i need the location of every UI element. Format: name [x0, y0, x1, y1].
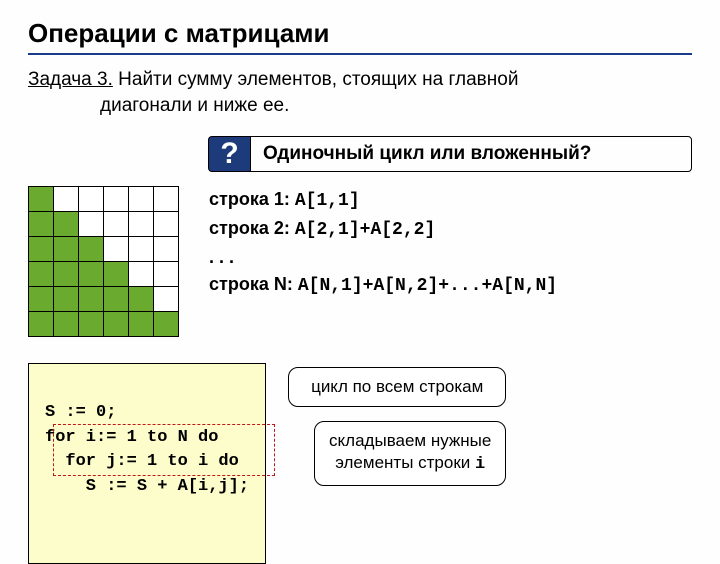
- callout-inner-code: i: [475, 455, 485, 474]
- title-rule: [28, 53, 692, 55]
- question-row: ? Одиночный цикл или вложенный?: [208, 136, 692, 172]
- task-statement: Задача 3. Найти сумму элементов, стоящих…: [28, 67, 692, 118]
- callout-inner-line-1: складываем нужные: [329, 431, 491, 450]
- line-dots: . . .: [209, 244, 557, 271]
- question-mark-icon: ?: [208, 136, 250, 172]
- row-expansion-lines: строка 1: A[1,1] строка 2: A[2,1]+A[2,2]…: [209, 186, 557, 337]
- line-row-2: строка 2: A[2,1]+A[2,2]: [209, 215, 557, 244]
- line-row-1: строка 1: A[1,1]: [209, 186, 557, 215]
- callout-inner-loop: складываем нужные элементы строки i: [314, 421, 506, 485]
- mid-section: строка 1: A[1,1] строка 2: A[2,1]+A[2,2]…: [28, 186, 692, 337]
- callouts: цикл по всем строкам складываем нужные э…: [288, 363, 506, 485]
- callout-inner-line-2: элементы строки: [335, 453, 475, 472]
- task-label: Задача 3.: [28, 69, 113, 90]
- inner-loop-highlight: [53, 424, 275, 476]
- bottom-section: S := 0; for i:= 1 to N do for j:= 1 to i…: [28, 363, 692, 563]
- page-title: Операции с матрицами: [28, 18, 692, 49]
- code-box: S := 0; for i:= 1 to N do for j:= 1 to i…: [28, 363, 266, 563]
- matrix-grid: [28, 186, 179, 337]
- task-text-2: диагонали и ниже ее.: [100, 95, 289, 116]
- code-line-1: S := 0;: [45, 403, 116, 422]
- callout-outer-loop: цикл по всем строкам: [288, 367, 506, 407]
- question-text: Одиночный цикл или вложенный?: [250, 136, 692, 172]
- task-text-1: Найти сумму элементов, стоящих на главно…: [113, 69, 519, 90]
- line-row-n: строка N: A[N,1]+A[N,2]+...+A[N,N]: [209, 271, 557, 300]
- code-line-4: S := S + A[i,j];: [45, 477, 249, 496]
